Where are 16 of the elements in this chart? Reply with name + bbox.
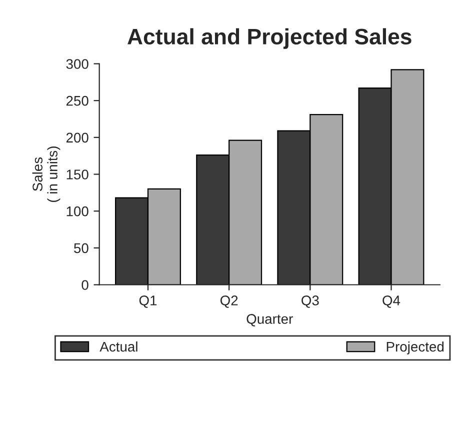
x-tick-label: Q4 <box>382 296 400 308</box>
x-tick-label: Q1 <box>139 296 157 308</box>
y-axis-title: Sales ( in units) <box>32 146 60 202</box>
y-tick-label: 50 <box>74 243 88 254</box>
legend-label: Actual <box>100 341 138 352</box>
legend-label: Projected <box>386 341 444 354</box>
y-tick-label: 300 <box>66 59 88 69</box>
x-tick-label: Q2 <box>220 296 238 308</box>
y-tick-label: 0 <box>82 280 88 290</box>
y-tick-label: 200 <box>66 132 88 143</box>
y-tick-label: 250 <box>66 96 88 106</box>
y-tick-label: 100 <box>66 206 88 216</box>
chart-title: Actual and Projected Sales <box>128 28 412 49</box>
x-axis-title: Quarter <box>246 314 293 326</box>
y-tick-label: 150 <box>66 170 88 180</box>
x-tick-label: Q3 <box>302 296 319 308</box>
